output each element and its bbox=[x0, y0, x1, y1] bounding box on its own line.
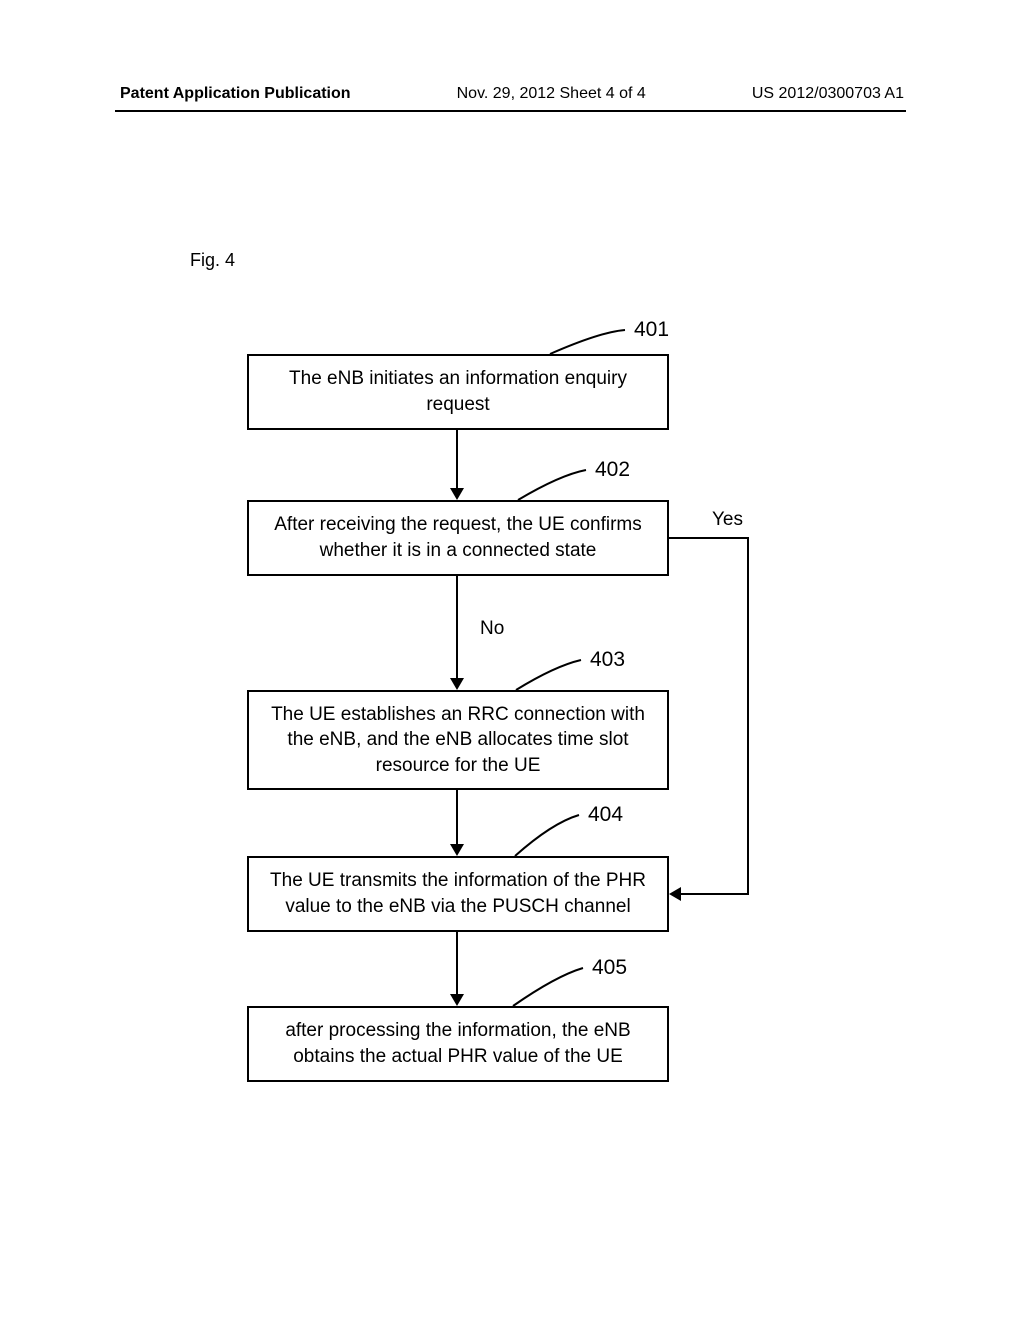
flowchart-node-n401: The eNB initiates an information enquiry… bbox=[247, 354, 669, 430]
branch-label-yes: Yes bbox=[712, 509, 743, 531]
ref-label-r401: 401 bbox=[634, 318, 669, 342]
figure-label: Fig. 4 bbox=[190, 250, 235, 271]
branch-label-no: No bbox=[480, 618, 504, 640]
yes-branch-line bbox=[669, 538, 748, 894]
arrow-head-a2 bbox=[450, 678, 464, 690]
ref-curve-c404 bbox=[515, 815, 579, 856]
header-right: US 2012/0300703 A1 bbox=[752, 85, 904, 103]
flowchart-node-n404: The UE transmits the information of the … bbox=[247, 856, 669, 932]
ref-label-r402: 402 bbox=[595, 458, 630, 482]
arrow-head-a4 bbox=[450, 994, 464, 1006]
flowchart-node-n405: after processing the information, the eN… bbox=[247, 1006, 669, 1082]
ref-label-r403: 403 bbox=[590, 648, 625, 672]
ref-label-r405: 405 bbox=[592, 956, 627, 980]
header-center: Nov. 29, 2012 Sheet 4 of 4 bbox=[457, 85, 646, 103]
page-header: Patent Application Publication Nov. 29, … bbox=[0, 85, 1024, 103]
arrow-head-a3 bbox=[450, 844, 464, 856]
ref-label-r404: 404 bbox=[588, 803, 623, 827]
ref-curve-c401 bbox=[550, 330, 625, 354]
flowchart-node-n402: After receiving the request, the UE conf… bbox=[247, 500, 669, 576]
ref-curve-c403 bbox=[516, 660, 581, 690]
header-divider bbox=[115, 110, 906, 112]
yes-branch-arrowhead bbox=[669, 887, 681, 901]
arrow-head-a1 bbox=[450, 488, 464, 500]
ref-curve-c405 bbox=[513, 968, 583, 1006]
flowchart-node-n403: The UE establishes an RRC connection wit… bbox=[247, 690, 669, 790]
ref-curve-c402 bbox=[518, 470, 586, 500]
header-left: Patent Application Publication bbox=[120, 85, 351, 103]
